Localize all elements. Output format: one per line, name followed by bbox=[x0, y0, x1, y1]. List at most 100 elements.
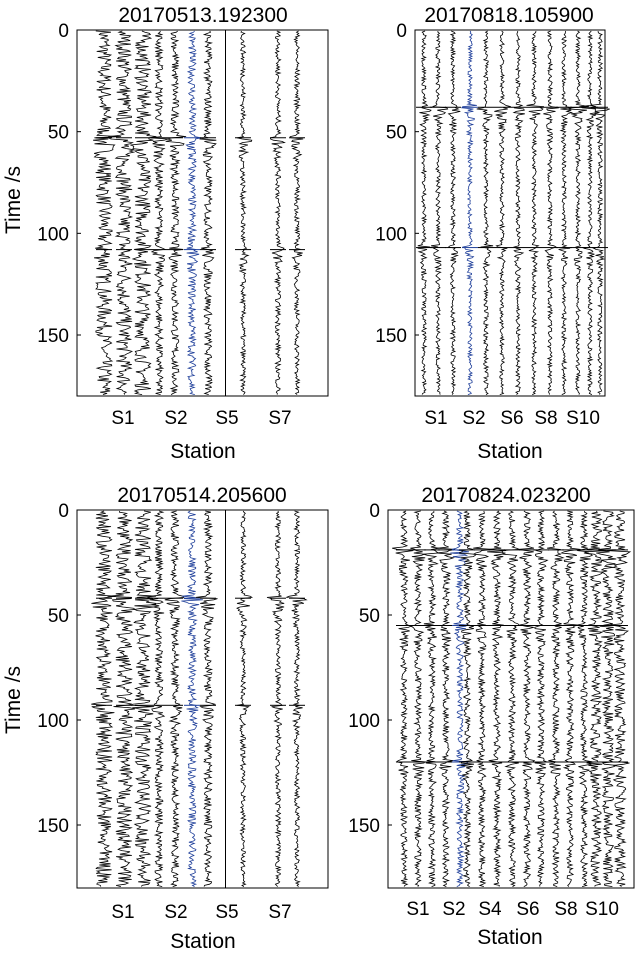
seismic-trace bbox=[459, 510, 476, 887]
seismic-trace bbox=[91, 510, 116, 887]
seismic-trace bbox=[494, 30, 511, 395]
highlighted-seismic-trace bbox=[185, 30, 201, 395]
y-axis-label: Time /s bbox=[2, 666, 25, 734]
seismic-trace bbox=[237, 30, 253, 395]
seismic-trace bbox=[578, 30, 597, 395]
seismic-trace bbox=[107, 510, 137, 887]
x-tick-label: S10 bbox=[585, 899, 619, 920]
seismic-trace bbox=[543, 30, 559, 395]
x-ticks: S1 S2 S6 S8 S10 bbox=[424, 408, 600, 429]
x-tick-label: S8 bbox=[554, 899, 577, 920]
x-axis-label: Station bbox=[477, 440, 542, 463]
seismic-trace bbox=[150, 30, 169, 395]
y-axis-label: Time /s bbox=[2, 166, 25, 234]
x-ticks: S1 S2 S4 S6 S8 S10 bbox=[406, 899, 619, 920]
seismic-trace bbox=[269, 30, 286, 395]
seismic-trace bbox=[568, 30, 590, 395]
seismic-trace bbox=[286, 510, 308, 887]
seismic-trace bbox=[130, 30, 157, 395]
x-ticks: S1 S2 S5 S7 bbox=[111, 408, 291, 429]
seismic-trace bbox=[131, 510, 157, 887]
x-tick-label: S6 bbox=[516, 899, 539, 920]
highlighted-seismic-trace bbox=[450, 510, 470, 887]
seismic-trace bbox=[487, 510, 507, 887]
seismic-trace bbox=[195, 510, 218, 887]
x-tick-label: S10 bbox=[566, 408, 600, 429]
y-tick-label: 50 bbox=[359, 606, 380, 627]
seismic-trace bbox=[500, 510, 521, 887]
y-tick-label: 100 bbox=[37, 711, 69, 732]
seismic-trace bbox=[164, 510, 185, 887]
y-ticks: 0 50 100 150 bbox=[375, 21, 419, 347]
seismic-trace bbox=[146, 510, 166, 887]
seismic-traces bbox=[93, 30, 305, 396]
y-tick-label: 0 bbox=[58, 501, 69, 522]
x-tick-label: S4 bbox=[478, 899, 502, 920]
seismic-traces bbox=[416, 30, 610, 395]
x-tick-label: S2 bbox=[462, 408, 485, 429]
seismic-trace bbox=[266, 510, 285, 887]
seismic-trace bbox=[606, 510, 632, 887]
panel-20170513: 20170513.192300 0 50 100 150 S1 S2 S5 S7 Stati… bbox=[2, 4, 329, 463]
x-axis-label: Station bbox=[170, 930, 235, 953]
seismic-trace bbox=[472, 510, 494, 887]
seismic-trace bbox=[431, 31, 449, 395]
seismic-trace bbox=[417, 30, 432, 395]
x-tick-label: S2 bbox=[164, 408, 187, 429]
seismic-trace bbox=[199, 30, 217, 395]
x-axis-label: Station bbox=[170, 440, 235, 463]
x-tick-label: S5 bbox=[215, 408, 238, 429]
seismic-trace bbox=[590, 30, 610, 395]
x-tick-label: S6 bbox=[500, 408, 523, 429]
plot-frame bbox=[76, 29, 329, 397]
seismic-trace bbox=[165, 30, 187, 395]
x-tick-label: S7 bbox=[268, 408, 291, 429]
y-tick-label: 100 bbox=[37, 224, 69, 245]
x-tick-label: S2 bbox=[164, 902, 187, 923]
x-ticks: S1 S2 S5 S7 bbox=[111, 902, 291, 923]
y-tick-label: 50 bbox=[48, 606, 69, 627]
x-tick-label: S1 bbox=[424, 408, 447, 429]
seismic-trace bbox=[577, 510, 593, 887]
highlighted-seismic-trace bbox=[461, 30, 477, 395]
y-tick-label: 50 bbox=[48, 123, 69, 144]
y-tick-label: 150 bbox=[37, 816, 69, 837]
seismic-trace bbox=[547, 510, 565, 887]
panel-20170818: 20170818.105900 0 50 100 150 S1 S2 S6 S8 S10 St… bbox=[375, 4, 610, 463]
seismic-trace bbox=[558, 30, 574, 395]
seismic-trace bbox=[517, 510, 536, 887]
seismic-trace bbox=[559, 510, 581, 887]
x-tick-label: S8 bbox=[534, 408, 557, 429]
plot-frame bbox=[387, 509, 635, 889]
seismic-trace bbox=[236, 510, 253, 887]
seismic-trace bbox=[392, 510, 414, 887]
seismic-trace bbox=[107, 30, 136, 395]
seismic-trace bbox=[423, 510, 440, 887]
y-tick-label: 0 bbox=[369, 501, 380, 522]
y-tick-label: 50 bbox=[386, 123, 407, 144]
panel-title: 20170824.023200 bbox=[421, 484, 590, 507]
plot-frame bbox=[414, 29, 606, 397]
panel-title: 20170818.105900 bbox=[424, 4, 593, 27]
highlighted-seismic-trace bbox=[181, 510, 203, 887]
panel-title: 20170513.192300 bbox=[118, 4, 287, 27]
seismic-traces bbox=[392, 510, 632, 887]
y-tick-label: 100 bbox=[348, 711, 380, 732]
y-tick-label: 150 bbox=[348, 816, 380, 837]
y-tick-label: 150 bbox=[37, 326, 69, 347]
panel-20170514: 20170514.205600 0 50 100 150 S1 S2 S5 S7 Stati… bbox=[2, 484, 329, 953]
y-tick-label: 0 bbox=[58, 21, 69, 42]
y-ticks: 0 50 100 150 bbox=[348, 501, 392, 837]
seismic-trace bbox=[526, 30, 545, 395]
panel-title: 20170514.205600 bbox=[117, 484, 286, 507]
y-tick-label: 150 bbox=[375, 326, 407, 347]
seismic-trace bbox=[93, 30, 122, 395]
x-tick-label: S1 bbox=[111, 408, 134, 429]
seismic-trace bbox=[436, 510, 456, 887]
seismic-trace bbox=[447, 30, 461, 395]
seismic-trace bbox=[512, 31, 525, 395]
seismic-traces bbox=[91, 510, 308, 888]
x-axis-label: Station bbox=[477, 926, 542, 949]
